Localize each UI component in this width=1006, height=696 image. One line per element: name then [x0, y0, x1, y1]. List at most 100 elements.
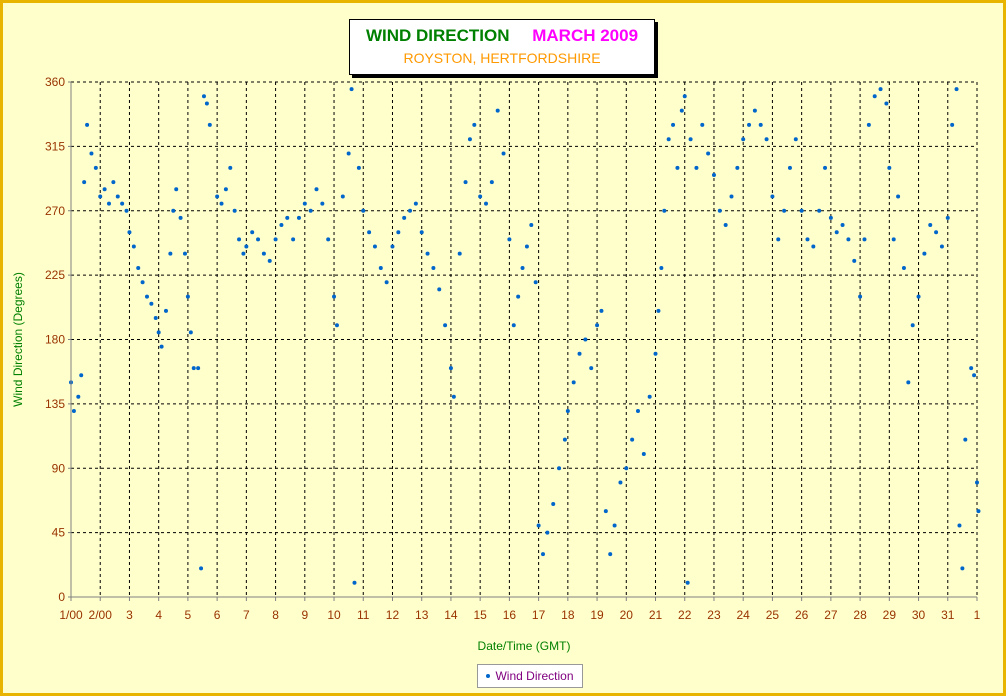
x-tick-label: 12	[386, 608, 400, 622]
data-point	[207, 122, 212, 127]
data-point	[524, 244, 529, 249]
data-point	[630, 437, 635, 442]
data-point	[507, 237, 512, 242]
x-tick-label: 31	[941, 608, 955, 622]
data-point	[589, 366, 594, 371]
x-tick-label: 11	[357, 608, 370, 622]
data-point	[349, 87, 354, 92]
data-point	[182, 251, 187, 256]
data-point	[185, 294, 190, 299]
data-point	[685, 580, 690, 585]
data-point	[191, 366, 196, 371]
x-tick-label: 13	[415, 608, 429, 622]
data-point	[675, 165, 680, 170]
data-point	[862, 237, 867, 242]
data-point	[314, 187, 319, 192]
data-point	[896, 194, 901, 199]
legend-label: Wind Direction	[495, 669, 574, 683]
data-point	[662, 208, 667, 213]
data-point	[976, 509, 981, 514]
data-point	[136, 265, 141, 270]
x-tick-label: 6	[214, 608, 221, 622]
data-point	[131, 244, 136, 249]
data-point	[516, 294, 521, 299]
data-point	[241, 251, 246, 256]
data-point	[901, 265, 906, 270]
data-point	[431, 265, 436, 270]
data-point	[939, 244, 944, 249]
data-point	[85, 122, 90, 127]
data-point	[402, 215, 407, 220]
data-point	[340, 194, 345, 199]
x-tick-label: 8	[272, 608, 279, 622]
data-point	[451, 394, 456, 399]
data-point	[124, 208, 129, 213]
y-tick-label: 315	[45, 139, 65, 153]
data-point	[963, 437, 968, 442]
data-point	[782, 208, 787, 213]
x-tick-label: 10	[327, 608, 341, 622]
data-point	[419, 230, 424, 235]
data-point	[562, 437, 567, 442]
data-point	[178, 215, 183, 220]
data-point	[954, 87, 959, 92]
data-point	[232, 208, 237, 213]
x-tick-label: 22	[678, 608, 692, 622]
x-tick-label: 15	[473, 608, 487, 622]
data-point	[828, 215, 833, 220]
data-point	[367, 230, 372, 235]
data-point	[887, 165, 892, 170]
data-point	[529, 223, 534, 228]
data-point	[98, 194, 103, 199]
data-point	[372, 244, 377, 249]
data-point	[174, 187, 179, 192]
data-point	[770, 194, 775, 199]
data-point	[972, 373, 977, 378]
data-point	[279, 223, 284, 228]
data-point	[413, 201, 418, 206]
data-point	[457, 251, 462, 256]
data-point	[346, 151, 351, 156]
data-point	[906, 380, 911, 385]
data-point	[472, 122, 477, 127]
x-tick-label: 17	[532, 608, 546, 622]
x-tick-label: 27	[824, 608, 838, 622]
data-point	[957, 523, 962, 528]
legend-marker	[486, 674, 491, 678]
data-point	[501, 151, 506, 156]
data-point	[846, 237, 851, 242]
data-point	[71, 409, 76, 414]
data-point	[79, 373, 84, 378]
x-tick-label: 24	[737, 608, 751, 622]
y-tick-label: 225	[45, 268, 65, 282]
data-point	[285, 215, 290, 220]
data-point	[256, 237, 261, 242]
data-point	[326, 237, 331, 242]
x-tick-label: 16	[503, 608, 517, 622]
data-point	[408, 208, 413, 213]
data-point	[787, 165, 792, 170]
data-point	[624, 466, 629, 471]
data-point	[520, 265, 525, 270]
data-point	[223, 187, 228, 192]
chart-title-date: MARCH 2009	[532, 26, 639, 45]
data-point	[647, 394, 652, 399]
data-point	[396, 230, 401, 235]
data-point	[656, 308, 661, 313]
data-point	[228, 165, 233, 170]
data-point	[635, 409, 640, 414]
data-point	[201, 94, 206, 99]
y-tick-label: 180	[45, 333, 65, 347]
data-point	[747, 122, 752, 127]
data-point	[425, 251, 430, 256]
data-point	[106, 201, 111, 206]
data-point	[551, 502, 556, 507]
data-point	[793, 137, 798, 142]
data-point	[910, 323, 915, 328]
data-point	[334, 323, 339, 328]
data-point	[168, 251, 173, 256]
data-point	[700, 122, 705, 127]
data-point	[199, 566, 204, 571]
data-point	[729, 194, 734, 199]
data-point	[764, 137, 769, 142]
